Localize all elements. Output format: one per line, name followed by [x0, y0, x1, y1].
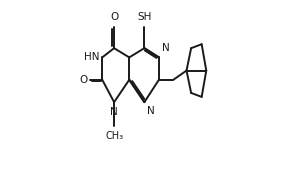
- Text: N: N: [110, 107, 118, 117]
- Text: SH: SH: [137, 12, 152, 22]
- Text: N: N: [147, 106, 155, 116]
- Text: HN: HN: [84, 52, 100, 62]
- Text: O: O: [110, 12, 118, 22]
- Text: CH₃: CH₃: [105, 131, 123, 141]
- Text: N: N: [162, 43, 169, 53]
- Text: O: O: [79, 75, 88, 85]
